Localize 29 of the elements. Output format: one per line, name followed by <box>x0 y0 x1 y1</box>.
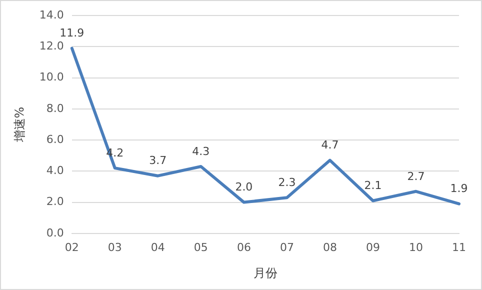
x-tick-label: 09 <box>366 240 380 254</box>
y-tick-label: 2.0 <box>46 195 64 208</box>
y-tick-label: 10.0 <box>39 70 64 84</box>
y-tick-label: 12.0 <box>39 40 64 53</box>
x-tick-label: 06 <box>236 240 251 254</box>
data-label: 3.7 <box>149 154 167 168</box>
data-label: 11.9 <box>60 26 84 40</box>
y-tick-label: 6.0 <box>46 132 64 146</box>
y-tick-label: 14.0 <box>39 8 64 22</box>
x-tick-label: 02 <box>64 240 79 254</box>
data-label: 2.3 <box>278 176 296 189</box>
y-tick-label: 0.0 <box>46 226 64 240</box>
x-tick-label: 11 <box>452 240 466 254</box>
data-label: 4.3 <box>192 144 210 158</box>
x-tick-label: 08 <box>322 240 337 254</box>
x-tick-label: 05 <box>194 240 208 254</box>
y-axis-title: 增速% <box>12 106 26 144</box>
x-axis-title: 月份 <box>253 266 278 280</box>
x-tick-label: 10 <box>408 240 423 254</box>
data-label: 1.9 <box>450 182 468 196</box>
data-label: 2.7 <box>407 170 425 183</box>
x-tick-label: 03 <box>108 240 122 254</box>
data-label: 2.1 <box>364 179 382 192</box>
data-label: 4.7 <box>321 138 339 152</box>
y-tick-label: 4.0 <box>46 164 64 178</box>
y-tick-label: 8.0 <box>46 102 64 115</box>
data-label: 2.0 <box>235 180 253 194</box>
x-tick-label: 07 <box>280 240 294 254</box>
x-tick-label: 04 <box>150 240 165 254</box>
